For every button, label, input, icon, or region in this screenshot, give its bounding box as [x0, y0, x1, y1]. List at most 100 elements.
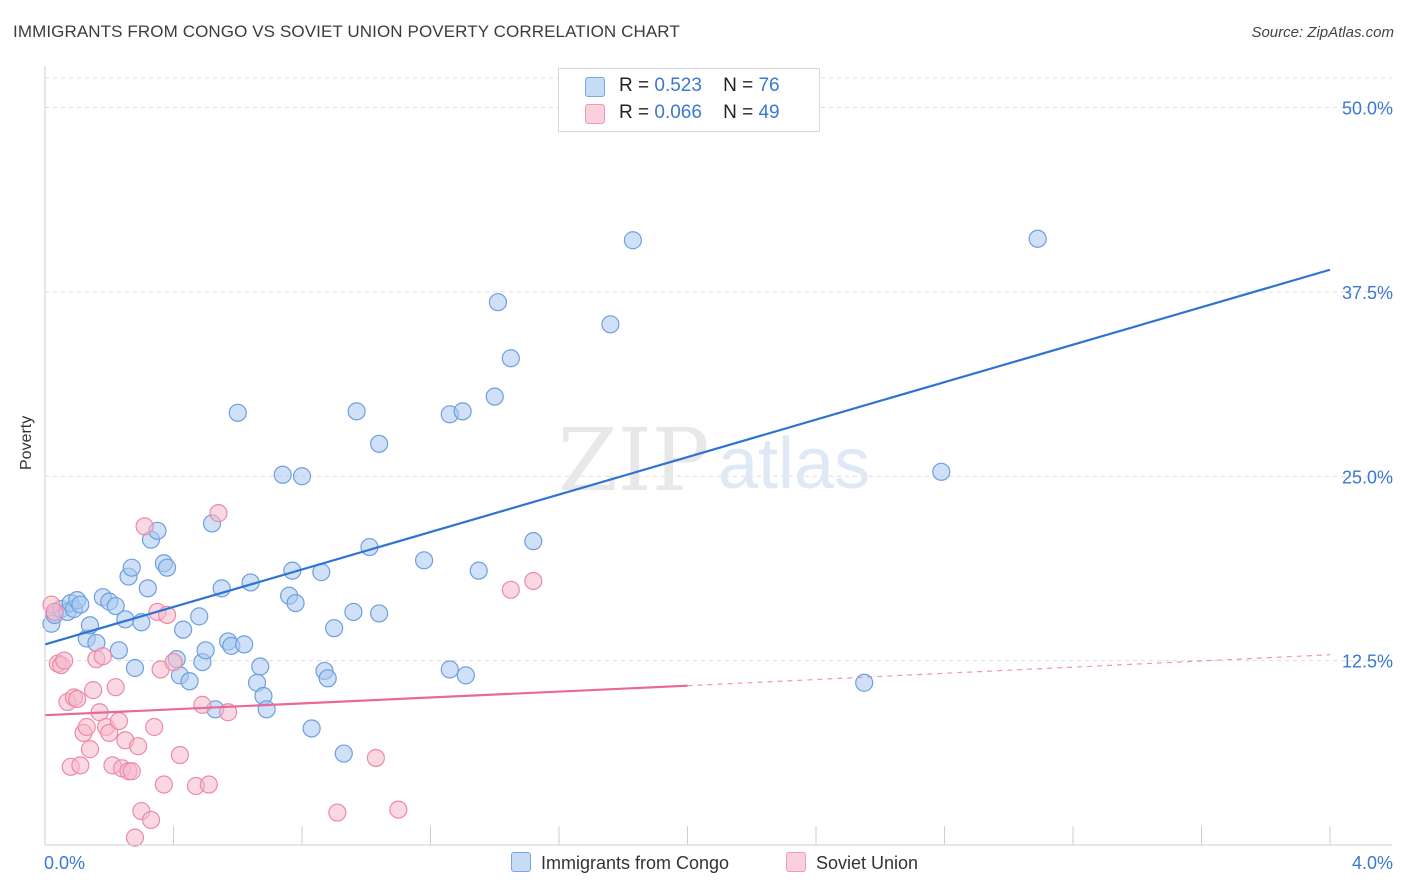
legend-n-value: 76 — [758, 75, 780, 96]
data-point-congo — [174, 620, 193, 639]
data-point-congo — [106, 596, 125, 616]
data-point-congo — [469, 561, 488, 580]
y-tick-label: 12.5% — [1342, 652, 1393, 672]
data-point-congo — [370, 604, 389, 623]
data-point-soviet — [193, 695, 212, 714]
data-point-soviet — [209, 504, 228, 523]
data-point-soviet — [122, 762, 141, 781]
data-point-soviet — [125, 828, 145, 847]
data-point-congo — [180, 672, 199, 691]
bottom-legend-swatch-congo — [511, 852, 531, 872]
data-point-congo — [855, 673, 874, 692]
bottom-legend-soviet: Soviet Union — [786, 852, 918, 874]
legend-r-label: R = — [619, 75, 650, 96]
data-point-soviet — [80, 740, 100, 759]
data-point-soviet — [141, 810, 161, 830]
data-point-soviet — [164, 652, 183, 672]
legend-n-label: N = — [723, 75, 754, 96]
data-point-congo — [71, 595, 90, 614]
data-point-congo — [138, 579, 157, 598]
data-point-congo — [157, 558, 177, 577]
series-congo-points — [42, 229, 1047, 763]
x-tick-label-max: 4.0% — [1352, 853, 1393, 873]
axes — [44, 66, 1392, 846]
legend-n-label: N = — [723, 102, 754, 123]
trend-lines — [44, 268, 1331, 717]
legend-r-label: R = — [619, 102, 650, 123]
data-point-soviet — [389, 800, 408, 819]
data-point-soviet — [106, 678, 125, 697]
data-point-soviet — [170, 745, 190, 765]
data-point-congo — [286, 593, 305, 613]
data-point-congo — [524, 532, 543, 551]
x-tick-label-min: 0.0% — [44, 853, 85, 873]
data-point-soviet — [71, 756, 90, 775]
data-point-congo — [273, 465, 292, 484]
legend: R = 0.523 N = 76 R = 0.066 N = 49 — [558, 68, 820, 132]
data-point-soviet — [55, 651, 74, 670]
trendline-soviet-extension — [687, 654, 1331, 687]
data-point-soviet — [328, 803, 347, 822]
data-point-congo — [347, 402, 366, 421]
data-point-congo — [488, 293, 508, 312]
legend-r-value: 0.066 — [654, 102, 702, 123]
bottom-legend-swatch-soviet — [786, 852, 806, 872]
legend-swatch-congo — [585, 77, 605, 97]
data-point-soviet — [154, 775, 173, 794]
data-point-congo — [257, 700, 276, 719]
data-point-soviet — [93, 647, 112, 666]
data-point-congo — [109, 641, 128, 660]
data-point-congo — [414, 551, 434, 570]
data-point-congo — [370, 434, 389, 453]
data-point-congo — [125, 658, 145, 678]
data-point-congo — [485, 387, 504, 406]
data-point-soviet — [109, 711, 128, 731]
y-tick-label: 37.5% — [1342, 283, 1393, 303]
tick-labels: 12.5% 25.0% 37.5% 50.0% 0.0% 4.0% — [44, 99, 1393, 874]
data-point-soviet — [501, 580, 520, 599]
watermark-zip: ZIP — [558, 411, 710, 511]
data-point-soviet — [84, 681, 103, 700]
bottom-legend-congo: Immigrants from Congo — [511, 852, 729, 874]
chart-title: IMMIGRANTS FROM CONGO VS SOVIET UNION PO… — [13, 22, 680, 41]
data-point-congo — [440, 660, 459, 679]
watermark-atlas: atlas — [718, 424, 870, 504]
grid-lines — [45, 77, 1392, 662]
legend-swatch-soviet — [585, 104, 605, 124]
data-point-congo — [344, 602, 363, 622]
data-point-congo — [196, 641, 215, 660]
data-point-congo — [122, 558, 141, 577]
data-point-soviet — [199, 775, 218, 794]
trendline-congo — [44, 268, 1331, 646]
data-point-congo — [251, 657, 270, 676]
data-point-soviet — [145, 717, 164, 737]
data-point-congo — [228, 403, 247, 422]
legend-n-value: 49 — [758, 102, 780, 123]
data-point-congo — [453, 402, 472, 421]
bottom-legend-label-soviet: Soviet Union — [816, 853, 919, 873]
data-point-soviet — [135, 517, 154, 536]
data-point-soviet — [100, 723, 119, 743]
data-point-congo — [623, 231, 642, 250]
data-point-congo — [235, 635, 254, 654]
legend-r-value: 0.523 — [654, 75, 702, 96]
data-point-soviet — [68, 689, 87, 709]
data-point-congo — [292, 467, 312, 486]
data-point-congo — [601, 315, 620, 334]
data-point-congo — [1028, 229, 1047, 248]
data-point-soviet — [366, 748, 385, 768]
data-point-congo — [334, 744, 353, 763]
data-point-soviet — [77, 717, 96, 737]
data-point-congo — [325, 619, 344, 638]
data-point-soviet — [45, 602, 64, 622]
y-tick-label: 50.0% — [1342, 99, 1393, 119]
data-point-congo — [932, 462, 951, 481]
data-point-congo — [318, 669, 337, 688]
y-tick-label: 25.0% — [1342, 467, 1393, 487]
data-point-congo — [501, 349, 520, 368]
data-point-congo — [302, 719, 321, 738]
source-label: Source: ZipAtlas.com — [1251, 24, 1394, 41]
trendline-soviet — [44, 684, 688, 717]
data-point-congo — [190, 607, 209, 626]
